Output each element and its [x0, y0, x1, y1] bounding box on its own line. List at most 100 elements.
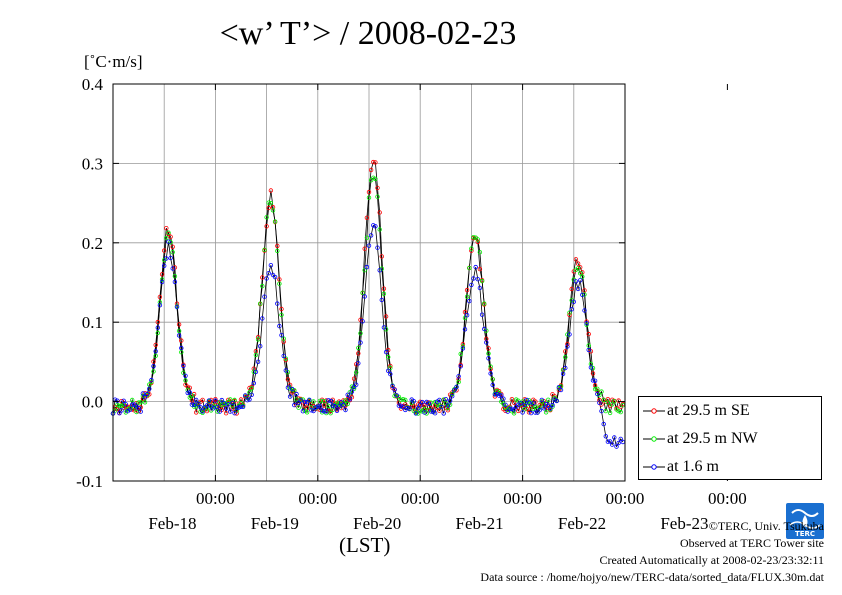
data-point-se — [597, 397, 602, 403]
data-point-low — [390, 383, 395, 389]
data-point-low — [479, 312, 485, 317]
data-point-se — [511, 400, 517, 405]
data-point-low — [580, 292, 585, 297]
data-point-nw — [592, 386, 598, 392]
legend-swatch-low — [643, 464, 665, 470]
data-point-se — [159, 272, 165, 277]
data-point-nw — [228, 397, 233, 402]
x-tick-time-label: 00:00 — [401, 489, 440, 508]
data-point-low — [535, 410, 540, 415]
data-point-low — [140, 391, 146, 396]
data-point-low — [277, 323, 282, 329]
data-point-nw — [345, 401, 350, 407]
data-point-low — [411, 399, 416, 404]
data-point-se — [251, 366, 256, 371]
data-point-nw — [287, 386, 293, 391]
terc-logo-icon: TERC — [786, 503, 824, 539]
data-point-nw — [232, 397, 237, 403]
data-point-nw — [322, 399, 327, 404]
data-point-nw — [260, 283, 265, 289]
data-point-low — [496, 393, 502, 398]
data-point-low — [445, 403, 451, 408]
data-point-low — [258, 344, 263, 349]
data-point-nw — [475, 237, 480, 242]
data-point-low — [464, 313, 470, 318]
data-point-low — [307, 397, 312, 402]
data-point-se — [193, 410, 199, 415]
y-tick-label: 0.4 — [82, 75, 104, 94]
data-point-se — [383, 314, 389, 319]
data-point-nw — [356, 345, 361, 351]
data-point-low — [422, 410, 427, 415]
data-point-nw — [514, 397, 519, 402]
data-point-nw — [343, 398, 348, 403]
data-point-low — [499, 393, 504, 398]
data-point-nw — [225, 399, 231, 405]
data-point-nw — [482, 301, 487, 306]
data-point-low — [558, 387, 564, 393]
data-point-nw — [516, 398, 521, 403]
data-point-low — [232, 411, 237, 416]
data-point-se — [268, 188, 274, 193]
data-point-low — [377, 268, 382, 273]
data-point-nw — [170, 249, 175, 255]
data-point-nw — [268, 200, 274, 206]
data-point-low — [287, 394, 293, 399]
data-point-se — [388, 363, 393, 369]
x-tick-date-label: Feb-18 — [148, 514, 196, 533]
plot-area-frame — [112, 83, 626, 482]
data-point-nw — [458, 351, 463, 357]
data-point-low — [509, 406, 515, 411]
data-point-nw — [377, 227, 382, 232]
data-point-low — [121, 398, 126, 403]
data-point-nw — [597, 392, 602, 398]
data-point-low — [281, 353, 286, 359]
data-point-low — [354, 382, 359, 387]
data-point-nw — [277, 281, 282, 286]
data-point-nw — [400, 397, 406, 402]
data-point-nw — [526, 398, 532, 403]
data-point-low — [264, 276, 269, 281]
data-point-nw — [234, 408, 239, 413]
series-lines — [112, 161, 624, 448]
data-point-se — [375, 185, 380, 191]
y-tick-label: 0.0 — [82, 393, 103, 412]
data-point-se — [614, 406, 619, 411]
data-point-se — [460, 342, 466, 347]
data-point-low — [522, 402, 527, 408]
data-point-se — [270, 204, 276, 210]
data-point-nw — [375, 194, 380, 199]
data-point-nw — [450, 391, 455, 397]
data-point-low — [255, 359, 261, 364]
data-point-nw — [258, 301, 263, 306]
data-point-low — [475, 277, 480, 282]
data-point-se — [277, 277, 282, 282]
data-point-nw — [358, 331, 363, 336]
data-point-nw — [253, 352, 259, 358]
data-point-low — [236, 405, 242, 410]
data-point-nw — [200, 410, 205, 415]
data-point-low — [317, 404, 323, 409]
data-point-nw — [164, 235, 169, 241]
data-point-nw — [599, 389, 604, 394]
data-point-low — [322, 409, 327, 414]
data-point-nw — [432, 399, 438, 405]
data-point-low — [601, 421, 606, 427]
data-point-low — [345, 392, 350, 397]
data-point-se — [281, 339, 286, 344]
data-point-nw — [334, 400, 340, 406]
data-point-low — [313, 405, 318, 410]
data-point-nw — [537, 405, 542, 410]
data-point-se — [411, 404, 416, 409]
credits-block: ©TERC, Univ. Tsukuba Observed at TERC To… — [480, 518, 824, 586]
data-point-nw — [311, 399, 316, 404]
data-point-low — [341, 402, 346, 408]
data-point-low — [507, 406, 512, 412]
data-point-nw — [479, 278, 485, 284]
data-point-nw — [270, 208, 276, 213]
data-point-low — [584, 321, 589, 326]
data-point-low — [179, 345, 184, 351]
data-point-nw — [147, 382, 152, 387]
data-point-low — [612, 435, 617, 440]
data-point-nw — [584, 322, 589, 327]
